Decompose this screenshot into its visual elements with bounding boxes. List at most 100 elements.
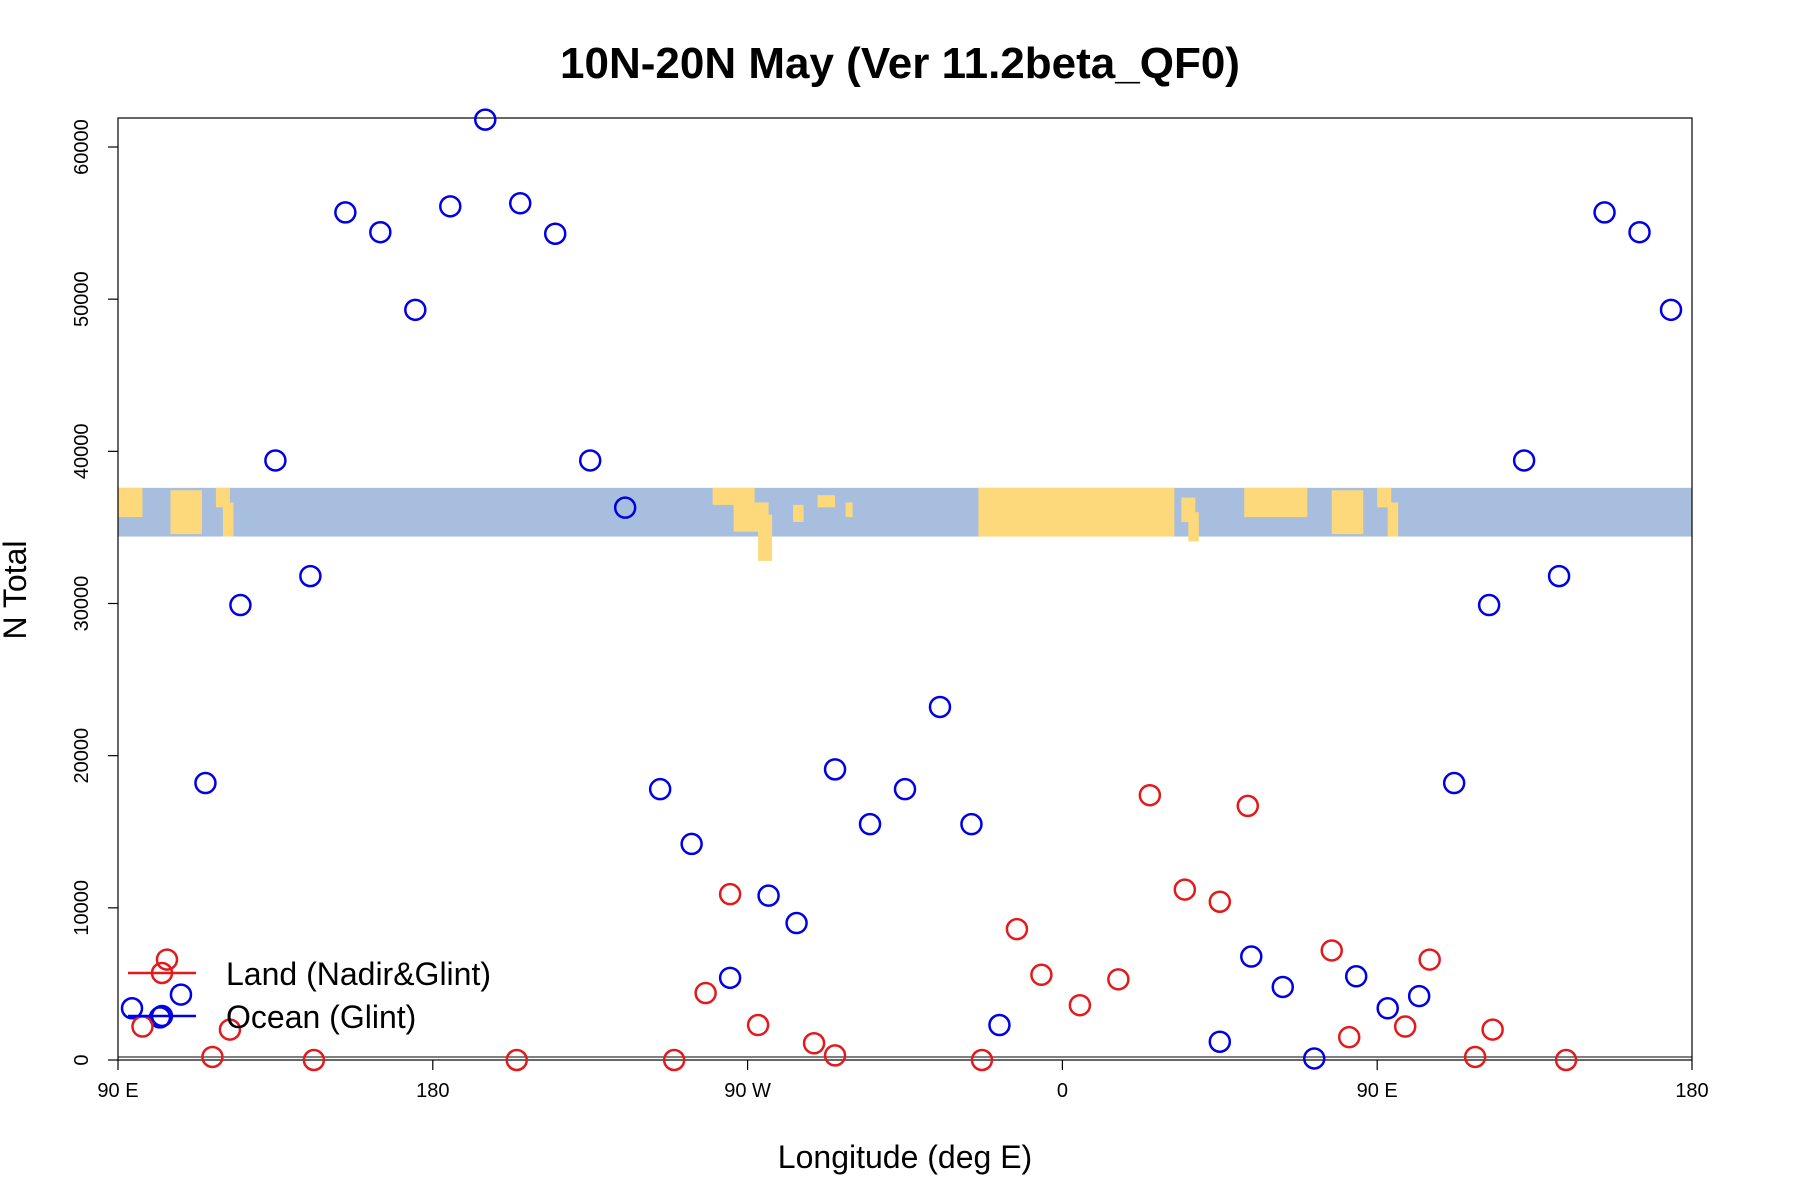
ocean-point-29 <box>1271 975 1295 999</box>
ocean-point-40 <box>1659 298 1683 322</box>
legend-marker-ocean <box>150 1004 174 1028</box>
land-point-5 <box>505 1048 528 1072</box>
land-point-3 <box>218 1018 242 1041</box>
map-strip-land-15 <box>1377 487 1392 508</box>
ocean-point-18 <box>718 966 742 990</box>
ocean-point-9 <box>404 298 427 322</box>
land-point-22 <box>1337 1025 1361 1049</box>
x-tick-label-5: 180 <box>1675 1080 1708 1102</box>
map-strip-land-16 <box>1387 502 1399 537</box>
ocean-point-6 <box>299 564 322 588</box>
ocean-point-0 <box>120 997 144 1020</box>
land-point-27 <box>1554 1048 1578 1072</box>
ocean-point-15 <box>613 496 637 519</box>
land-point-0 <box>131 1015 154 1038</box>
ocean-point-2 <box>169 983 193 1006</box>
map-strip-land-0 <box>118 487 143 518</box>
land-point-6 <box>662 1048 686 1072</box>
ocean-point-4 <box>229 593 252 617</box>
x-tick-label-3: 0 <box>1057 1080 1068 1102</box>
map-strip-land-12 <box>1188 512 1199 542</box>
ocean-point-28 <box>1240 945 1263 968</box>
legend-entry-land: Land (Nadir&Glint) <box>128 956 491 992</box>
land-point-18 <box>1173 878 1197 901</box>
ocean-point-14 <box>578 449 602 472</box>
land-point-8 <box>718 882 742 906</box>
ocean-point-12 <box>508 192 532 215</box>
chart-title: 10N-20N May (Ver 11.2beta_QF0) <box>560 39 1240 88</box>
y-tick-label-3: 30000 <box>71 576 93 632</box>
land-point-17 <box>1138 783 1162 807</box>
land-series <box>131 783 1578 1072</box>
map-strip-land-4 <box>712 487 755 505</box>
legend-entry-ocean: Ocean (Glint) <box>128 999 416 1035</box>
ocean-point-3 <box>194 771 217 795</box>
ocean-point-23 <box>893 777 917 801</box>
map-strip-land-7 <box>793 504 804 522</box>
ocean-point-33 <box>1407 984 1431 1008</box>
ocean-point-20 <box>785 911 808 935</box>
land-point-16 <box>1107 968 1130 991</box>
ocean-point-30 <box>1302 1047 1326 1070</box>
map-strip-land-14 <box>1331 490 1364 535</box>
map-strip-land-13 <box>1244 487 1308 518</box>
ocean-point-13 <box>543 222 567 245</box>
x-tick-label-4: 90 E <box>1357 1080 1398 1102</box>
ocean-point-38 <box>1593 201 1616 224</box>
land-point-25 <box>1463 1045 1487 1069</box>
x-tick-label-2: 90 W <box>724 1080 771 1102</box>
x-axis-label: Longitude (deg E) <box>778 1139 1032 1175</box>
y-tick-label-5: 50000 <box>71 271 93 327</box>
ocean-point-37 <box>1547 564 1571 588</box>
map-strip-land-1 <box>170 490 202 535</box>
x-axis: 90 E 180 90 W 0 90 E 180 <box>97 1060 1709 1102</box>
ocean-point-24 <box>928 695 952 719</box>
ocean-point-27 <box>1208 1030 1232 1053</box>
y-tick-label-2: 20000 <box>71 728 93 784</box>
map-strip <box>118 487 1692 561</box>
ocean-point-35 <box>1477 593 1501 617</box>
land-point-15 <box>1068 993 1092 1017</box>
land-point-7 <box>694 981 717 1005</box>
ocean-point-26 <box>988 1013 1011 1037</box>
y-tick-label-6: 60000 <box>71 119 93 175</box>
ocean-point-8 <box>369 220 392 244</box>
ocean-point-11 <box>474 108 497 131</box>
legend-label-ocean: Ocean (Glint) <box>226 999 416 1035</box>
legend: Land (Nadir&Glint) Ocean (Glint) <box>128 956 491 1035</box>
ocean-point-32 <box>1376 997 1399 1020</box>
land-point-10 <box>802 1032 826 1055</box>
y-tick-label-1: 10000 <box>71 880 93 936</box>
ocean-point-10 <box>439 195 462 218</box>
ocean-point-36 <box>1512 449 1536 472</box>
ocean-point-25 <box>960 812 983 836</box>
land-point-21 <box>1320 939 1343 962</box>
legend-label-land: Land (Nadir&Glint) <box>226 956 491 992</box>
land-point-2 <box>201 1045 224 1069</box>
ocean-point-5 <box>264 449 287 472</box>
ocean-point-34 <box>1442 771 1466 795</box>
map-strip-land-10 <box>978 487 1175 537</box>
y-axis-label: N Total <box>0 540 33 639</box>
land-point-12 <box>970 1048 994 1072</box>
ocean-point-31 <box>1344 965 1368 988</box>
land-point-9 <box>746 1013 770 1037</box>
ocean-point-21 <box>823 758 847 781</box>
land-point-23 <box>1393 1015 1417 1038</box>
map-strip-land-8 <box>817 495 836 508</box>
ocean-series <box>120 108 1683 1070</box>
y-tick-label-4: 40000 <box>71 424 93 480</box>
land-point-11 <box>823 1044 847 1067</box>
legend-marker-land <box>150 961 174 985</box>
ocean-point-22 <box>858 812 882 836</box>
ocean-point-39 <box>1628 220 1651 244</box>
map-strip-land-3 <box>222 502 234 537</box>
land-point-24 <box>1418 948 1441 971</box>
land-point-19 <box>1208 890 1232 913</box>
ocean-point-16 <box>648 777 672 801</box>
land-point-14 <box>1030 963 1053 987</box>
ocean-point-17 <box>680 832 703 856</box>
plot-frame <box>117 117 1693 1061</box>
ocean-point-7 <box>334 201 357 224</box>
